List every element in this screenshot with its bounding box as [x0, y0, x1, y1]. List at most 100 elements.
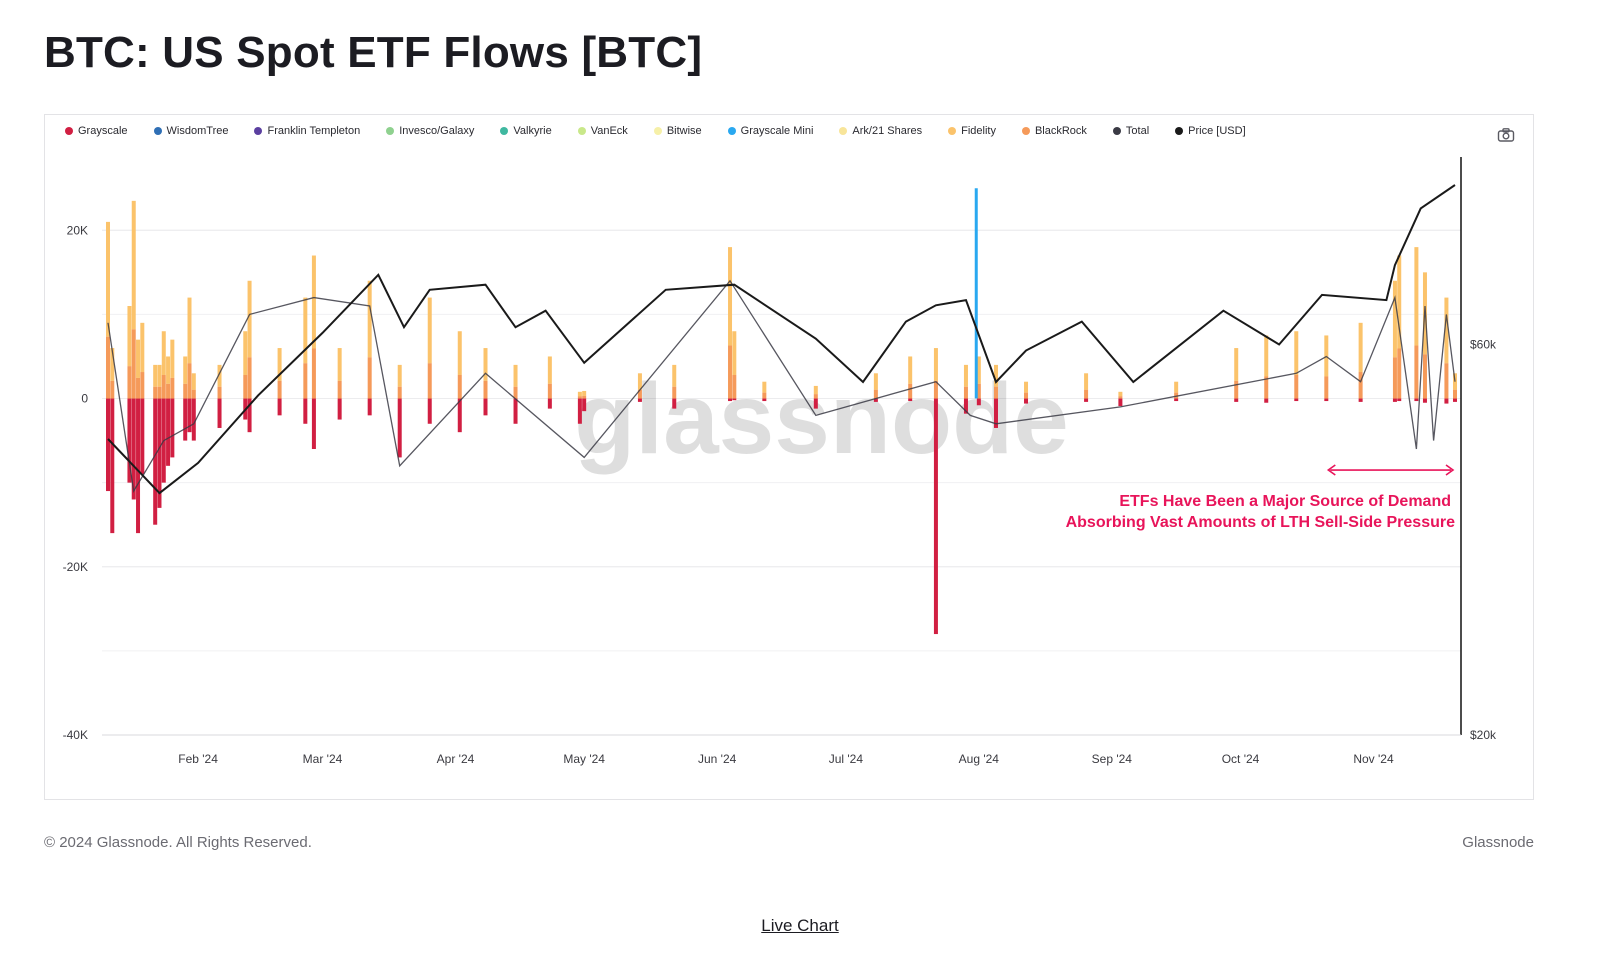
legend-label: Price [USD]: [1188, 125, 1246, 137]
x-tick-label: Oct '24: [1222, 752, 1260, 766]
bar-inflow-base: [582, 395, 587, 399]
legend-dot: [653, 127, 662, 135]
legend-item-franklin-templeton[interactable]: Franklin Templeton: [254, 125, 360, 137]
camera-icon[interactable]: [1497, 127, 1515, 143]
legend-item-bitwise[interactable]: Bitwise: [653, 125, 702, 137]
bar-inflow-top: [243, 331, 248, 375]
legend-dot: [65, 127, 73, 135]
x-tick-label: Jul '24: [829, 752, 864, 766]
annotation-text-line2: Absorbing Vast Amounts of LTH Sell-Side …: [1066, 514, 1456, 531]
bar-inflow-base: [993, 386, 998, 399]
bar-grayscale: [367, 398, 372, 416]
bar-inflow-top: [337, 348, 342, 381]
legend-item-blackrock[interactable]: BlackRock: [1021, 125, 1087, 137]
bar-grayscale: [153, 398, 158, 525]
legend-item-total[interactable]: Total: [1112, 125, 1149, 137]
bar-inflow-top: [728, 247, 733, 346]
live-chart-link[interactable]: Live Chart: [761, 916, 839, 935]
bar-inflow-top: [166, 356, 171, 384]
bar-inflow-top: [1392, 280, 1397, 358]
bar-inflow-top: [136, 339, 141, 378]
legend-item-price-usd-[interactable]: Price [USD]: [1175, 125, 1246, 137]
legend-item-grayscale[interactable]: Grayscale: [65, 125, 128, 137]
bar-inflow-base: [732, 374, 737, 399]
bar-inflow-base: [166, 383, 171, 399]
bar-inflow-base: [908, 383, 913, 399]
bar-grayscale: [1264, 398, 1269, 403]
bar-inflow-base: [1358, 372, 1363, 399]
bar-inflow-base: [136, 377, 141, 399]
bar-inflow-top: [106, 221, 110, 337]
bar-inflow-base: [1453, 389, 1457, 399]
bar-inflow-top: [873, 373, 878, 390]
bar-inflow-top: [577, 391, 582, 397]
total-flow-line: [107, 279, 1456, 493]
page-title: BTC: US Spot ETF Flows [BTC]: [44, 28, 703, 77]
bar-inflow-top: [1414, 247, 1419, 346]
bar-inflow-top: [963, 364, 968, 387]
bar-inflow-base: [457, 374, 462, 399]
chart-card: glassnode 20K 0 -20K -40K $60k $20k Feb '24 Mar …: [44, 114, 1534, 800]
legend-item-valkyrie[interactable]: Valkyrie: [500, 125, 552, 137]
bar-inflow-base: [1397, 348, 1402, 399]
legend-item-vaneck[interactable]: VanEck: [577, 125, 628, 137]
x-tick-label: Nov '24: [1353, 752, 1394, 766]
watermark-text: glassnode: [574, 363, 1069, 475]
bar-inflow-top: [191, 373, 196, 390]
bar-grayscale: [187, 398, 192, 433]
legend-label: Fidelity: [961, 125, 996, 137]
bar-inflow-base: [1294, 374, 1299, 399]
bar-inflow-base: [873, 389, 878, 399]
bar-inflow-base: [1392, 357, 1397, 399]
bar-grayscale: [637, 398, 642, 402]
bar-grayscale: [813, 398, 818, 409]
bar-inflow-top: [161, 331, 166, 375]
bar-inflow-top: [637, 373, 642, 390]
bar-inflow-base: [337, 380, 342, 399]
bar-inflow-base: [127, 366, 132, 399]
bar-grayscale: [157, 398, 162, 508]
bar-inflow-base: [303, 363, 308, 399]
bar-inflow-top: [153, 364, 158, 387]
x-tick-label: Feb '24: [178, 752, 218, 766]
bar-inflow-top: [993, 364, 998, 387]
bar-inflow-base: [157, 386, 162, 399]
legend-item-grayscale-mini[interactable]: Grayscale Mini: [727, 125, 813, 137]
bar-grayscale: [933, 398, 938, 635]
bar-inflow-base: [367, 357, 372, 399]
bar-inflow-base: [131, 329, 136, 399]
bar-inflow-top: [1118, 391, 1123, 397]
bar-grayscale: [1397, 398, 1402, 402]
annotation-text-line1: ETFs Have Been a Major Source of Demand: [1119, 493, 1451, 510]
legend-item-invesco-galaxy[interactable]: Invesco/Galaxy: [386, 125, 474, 137]
bar-grayscale: [106, 398, 110, 492]
bar-inflow-base: [976, 383, 981, 399]
bar-grayscale: [976, 398, 981, 406]
legend-dot: [1021, 127, 1030, 135]
bar-grayscale: [483, 398, 488, 416]
bar-inflow-top: [397, 364, 402, 387]
legend-item-ark-21-shares[interactable]: Ark/21 Shares: [839, 125, 922, 137]
bar-grayscale: [577, 398, 582, 424]
bar-inflow-top: [762, 381, 767, 393]
x-tick-label: Apr '24: [437, 752, 475, 766]
bar-grayscale: [136, 398, 141, 534]
bar-grayscale: [427, 398, 432, 424]
legend-dot: [254, 127, 263, 135]
legend-label: WisdomTree: [166, 125, 229, 137]
bar-inflow-base: [191, 389, 196, 399]
bar-grayscale: [1024, 398, 1029, 404]
bar-grayscale: [311, 398, 316, 449]
y-left-tick-label: 20K: [67, 223, 88, 237]
bar-grayscale: [140, 398, 145, 475]
bar-inflow-top: [277, 348, 282, 381]
y-left-tick-label: -40K: [63, 728, 88, 742]
bar-inflow-base: [187, 363, 192, 399]
bar-inflow-base: [106, 336, 110, 399]
bar-inflow-top: [1264, 335, 1269, 377]
legend-item-fidelity[interactable]: Fidelity: [948, 125, 996, 137]
legend-item-wisdomtree[interactable]: WisdomTree: [153, 125, 229, 137]
bar-inflow-top: [183, 356, 188, 384]
bar-inflow-top: [1234, 348, 1239, 381]
legend-label: Bitwise: [666, 125, 702, 137]
